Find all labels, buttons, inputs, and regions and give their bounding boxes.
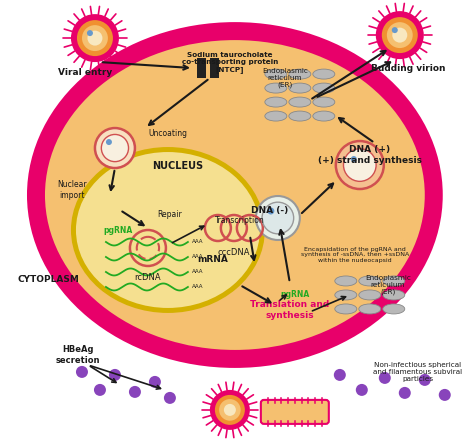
Circle shape [101, 134, 128, 162]
Text: AAA: AAA [192, 255, 203, 259]
Text: AAA: AAA [192, 239, 203, 244]
Circle shape [356, 384, 368, 396]
Circle shape [109, 369, 121, 381]
Circle shape [256, 196, 300, 240]
Circle shape [71, 14, 119, 62]
Circle shape [95, 128, 135, 168]
Text: pgRNA: pgRNA [103, 226, 133, 235]
Bar [210, 58, 219, 78]
Circle shape [224, 404, 236, 416]
Text: Endoplasmic
reticulum
(ER): Endoplasmic reticulum (ER) [262, 68, 308, 88]
Circle shape [76, 366, 88, 378]
Circle shape [149, 376, 161, 388]
Circle shape [344, 149, 376, 182]
Text: Repair: Repair [157, 210, 182, 218]
Circle shape [87, 31, 102, 45]
Text: Viral entry: Viral entry [58, 68, 112, 77]
Circle shape [351, 156, 357, 162]
Ellipse shape [265, 97, 287, 107]
Circle shape [439, 389, 451, 401]
Ellipse shape [359, 290, 381, 300]
Ellipse shape [359, 304, 381, 314]
Text: HBeAg
secretion: HBeAg secretion [56, 345, 100, 364]
Ellipse shape [45, 40, 425, 350]
Text: NUCLEUS: NUCLEUS [152, 161, 203, 171]
Ellipse shape [335, 276, 357, 286]
Text: CYTOPLASM: CYTOPLASM [17, 275, 79, 284]
Circle shape [392, 27, 398, 33]
Circle shape [336, 141, 384, 189]
Text: Transcription: Transcription [215, 215, 265, 224]
Text: Non-infectious spherical
and filamentous subviral
particles: Non-infectious spherical and filamentous… [373, 362, 462, 382]
Ellipse shape [289, 111, 311, 121]
Ellipse shape [313, 111, 335, 121]
FancyBboxPatch shape [261, 400, 329, 424]
Text: Budding virion: Budding virion [371, 64, 445, 73]
Circle shape [77, 20, 113, 56]
Ellipse shape [359, 276, 381, 286]
Circle shape [267, 207, 274, 214]
Text: AAA: AAA [192, 270, 203, 275]
Ellipse shape [76, 152, 260, 308]
Text: DNA (+)
(+) strand synthesis: DNA (+) (+) strand synthesis [318, 146, 422, 165]
Ellipse shape [289, 97, 311, 107]
Text: Encapsidation of the pgRNA and
synthesis of -ssDNA, then +ssDNA
within the nudeo: Encapsidation of the pgRNA and synthesis… [301, 247, 409, 263]
Ellipse shape [335, 290, 357, 300]
Circle shape [262, 202, 294, 234]
Circle shape [399, 387, 411, 399]
Circle shape [334, 369, 346, 381]
Ellipse shape [383, 290, 405, 300]
Circle shape [129, 386, 141, 398]
Circle shape [379, 372, 391, 384]
Ellipse shape [383, 276, 405, 286]
Ellipse shape [289, 69, 311, 79]
Ellipse shape [289, 83, 311, 93]
Ellipse shape [265, 111, 287, 121]
Ellipse shape [27, 22, 443, 368]
Circle shape [387, 22, 413, 48]
Ellipse shape [335, 304, 357, 314]
Ellipse shape [313, 83, 335, 93]
Ellipse shape [313, 97, 335, 107]
Circle shape [164, 392, 176, 404]
Ellipse shape [265, 83, 287, 93]
Text: Nuclear
import: Nuclear import [57, 180, 87, 200]
Text: AAA: AAA [192, 284, 203, 289]
Text: DNA (-): DNA (-) [251, 206, 289, 214]
Circle shape [87, 30, 93, 36]
Text: cccDNA: cccDNA [218, 248, 250, 257]
Circle shape [376, 11, 424, 59]
Ellipse shape [313, 69, 335, 79]
Text: Endoplasmic
reticulum
(ER): Endoplasmic reticulum (ER) [365, 275, 411, 295]
Text: Sodium taurocholate
co-transporting protein
[NTCP]: Sodium taurocholate co-transporting prot… [182, 52, 278, 73]
Text: pgRNA: pgRNA [280, 291, 310, 299]
Text: Uncoating: Uncoating [148, 129, 187, 138]
Text: Translation and
synthesis: Translation and synthesis [250, 300, 329, 320]
Circle shape [219, 399, 241, 421]
Text: mRNA: mRNA [198, 255, 228, 264]
Ellipse shape [71, 147, 265, 313]
Ellipse shape [265, 69, 287, 79]
Circle shape [210, 390, 250, 430]
Circle shape [106, 139, 112, 145]
Bar [197, 58, 206, 78]
Circle shape [392, 28, 407, 43]
Circle shape [82, 25, 108, 51]
Circle shape [419, 374, 431, 386]
Text: rcDNA: rcDNA [135, 273, 161, 282]
Circle shape [382, 17, 418, 53]
Circle shape [215, 395, 245, 425]
Ellipse shape [383, 304, 405, 314]
Circle shape [94, 384, 106, 396]
